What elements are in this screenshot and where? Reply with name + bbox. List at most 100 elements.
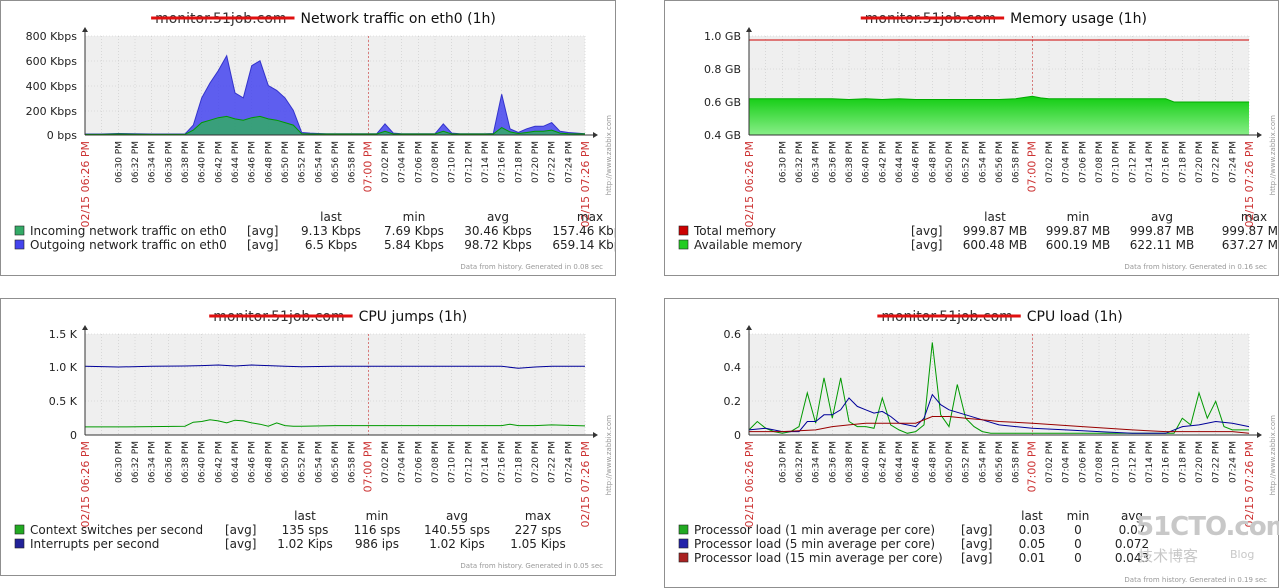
x-tick-label: 07:00 PM — [1025, 141, 1038, 192]
x-tick-label: 06:48 PM — [264, 141, 274, 183]
legend-last: 6.5 Kbps — [305, 238, 357, 252]
x-tick-label: 07:08 PM — [431, 441, 441, 483]
y-tick-label: 0.8 GB — [704, 63, 741, 76]
x-tick-label: 07:02 PM — [381, 141, 391, 183]
chart-title: monitor.51job.comNetwork traffic on eth0… — [151, 11, 496, 27]
chart-footer: Data from history. Generated in 0.05 sec — [460, 562, 603, 570]
x-tick-label: 06:42 PM — [878, 441, 888, 483]
y-axis-arrow — [82, 325, 88, 330]
chart-title: monitor.51job.comMemory usage (1h) — [860, 11, 1147, 27]
legend-header: last — [1021, 509, 1043, 523]
legend-header: max — [525, 509, 551, 523]
x-end-label: 02/15 07:26 PM — [579, 441, 592, 528]
x-tick-label: 07:10 PM — [1112, 141, 1122, 183]
legend-func: [avg] — [225, 523, 256, 537]
x-tick-label: 06:52 PM — [298, 141, 308, 183]
x-tick-label: 07:10 PM — [448, 141, 458, 183]
legend-func: [avg] — [961, 523, 992, 537]
legend-max: 227 sps — [515, 523, 562, 537]
chart-title: monitor.51job.comCPU jumps (1h) — [209, 309, 467, 325]
legend-func: [avg] — [225, 537, 256, 551]
legend-swatch — [14, 239, 25, 250]
x-tick-label: 06:58 PM — [348, 441, 358, 483]
legend-name: Processor load (15 min average per core) — [694, 551, 943, 565]
x-tick-label: 06:30 PM — [114, 441, 124, 483]
x-tick-label: 06:52 PM — [298, 441, 308, 483]
x-tick-label: 07:02 PM — [1045, 141, 1055, 183]
y-tick-label: 0 — [734, 429, 741, 442]
chart-title-text: CPU load (1h) — [1027, 309, 1123, 325]
x-tick-label: 06:56 PM — [331, 441, 341, 483]
zabbix-side-text: http://www.zabbix.com — [605, 415, 613, 495]
x-tick-label: 06:42 PM — [214, 441, 224, 483]
x-ticks: 02/15 06:26 PM 06:30 PM 06:32 PM 06:34 PM 06… — [743, 141, 1256, 228]
legend-func: [avg] — [247, 224, 278, 238]
x-tick-label: 07:12 PM — [464, 141, 474, 183]
legend-max: 659.14 Kbps — [552, 238, 616, 252]
x-axis-arrow — [593, 432, 598, 438]
y-tick-label: 200 Kbps — [26, 105, 78, 118]
x-tick-label: 06:38 PM — [845, 441, 855, 483]
x-tick-label: 07:24 PM — [564, 141, 574, 183]
legend: last min avg max Total memory [avg] 999.87 MB 9… — [678, 210, 1279, 252]
x-tick-label: 07:06 PM — [1078, 141, 1088, 183]
legend-name: Processor load (5 min average per core) — [694, 537, 935, 551]
x-tick-label: 06:44 PM — [895, 441, 905, 483]
x-tick-label: 07:12 PM — [1128, 441, 1138, 483]
chart-memory-usage: monitor.51job.comMemory usage (1h) 1.0 GB… — [678, 11, 1279, 271]
x-tick-label: 06:46 PM — [912, 441, 922, 483]
x-tick-label: 07:08 PM — [1095, 141, 1105, 183]
y-tick-label: 0 — [70, 429, 77, 442]
chart-title: monitor.51job.comCPU load (1h) — [877, 309, 1123, 325]
legend-min: 0 — [1074, 523, 1082, 537]
y-tick-label: 0.4 GB — [704, 129, 741, 142]
chart-footer: Data from history. Generated in 0.08 sec — [460, 263, 603, 271]
legend-last: 0.01 — [1019, 551, 1046, 565]
legend-name: Interrupts per second — [30, 537, 159, 551]
x-tick-label: 06:42 PM — [878, 141, 888, 183]
x-tick-label: 06:48 PM — [264, 441, 274, 483]
x-tick-label: 06:32 PM — [131, 441, 141, 483]
x-tick-label: 07:02 PM — [1045, 441, 1055, 483]
x-tick-label: 07:20 PM — [1195, 141, 1205, 183]
legend-min: 600.19 MB — [1046, 238, 1110, 252]
legend-avg: 0.043 — [1115, 551, 1149, 565]
legend-header: max — [1241, 210, 1267, 224]
y-tick-label: 1.5 K — [49, 328, 78, 341]
legend-min: 116 sps — [354, 523, 401, 537]
x-ticks: 02/15 06:26 PM 06:30 PM 06:32 PM 06:34 PM 06… — [79, 441, 592, 528]
x-start-label: 02/15 06:26 PM — [743, 141, 756, 228]
legend-avg: 98.72 Kbps — [464, 238, 532, 252]
chart-panel-memory-usage: monitor.51job.comMemory usage (1h) 1.0 GB… — [664, 0, 1279, 276]
x-tick-label: 07:02 PM — [381, 441, 391, 483]
legend-last: 1.02 Kips — [277, 537, 333, 551]
series-line — [85, 419, 586, 428]
series-area — [85, 55, 585, 135]
legend-func: [avg] — [911, 238, 942, 252]
x-tick-label: 07:18 PM — [514, 441, 524, 483]
legend-min: 986 ips — [355, 537, 399, 551]
y-tick-label: 1.0 K — [49, 361, 78, 374]
legend-avg: 999.87 MB — [1130, 224, 1194, 238]
x-start-label: 02/15 06:26 PM — [743, 441, 756, 528]
x-axis-arrow — [593, 132, 598, 138]
legend-name: Processor load (1 min average per core) — [694, 523, 935, 537]
legend-min: 0 — [1074, 537, 1082, 551]
legend: last min avg Processor load (1 min average … — [678, 509, 1149, 565]
x-tick-label: 06:46 PM — [912, 141, 922, 183]
legend-func: [avg] — [961, 537, 992, 551]
x-tick-label: 07:18 PM — [514, 141, 524, 183]
x-tick-label: 06:40 PM — [862, 141, 872, 183]
legend-max: 637.27 MB — [1222, 238, 1279, 252]
x-tick-label: 06:50 PM — [945, 141, 955, 183]
x-tick-label: 06:42 PM — [214, 141, 224, 183]
legend-header: min — [403, 210, 426, 224]
x-tick-label: 06:46 PM — [248, 441, 258, 483]
x-tick-label: 07:24 PM — [1228, 141, 1238, 183]
x-tick-label: 07:12 PM — [464, 441, 474, 483]
legend-func: [avg] — [247, 238, 278, 252]
chart-network-traffic: monitor.51job.comNetwork traffic on eth0… — [14, 11, 616, 271]
chart-title-text: Network traffic on eth0 (1h) — [301, 11, 496, 27]
y-tick-label: 0 bps — [47, 129, 77, 142]
x-tick-label: 07:14 PM — [1145, 441, 1155, 483]
